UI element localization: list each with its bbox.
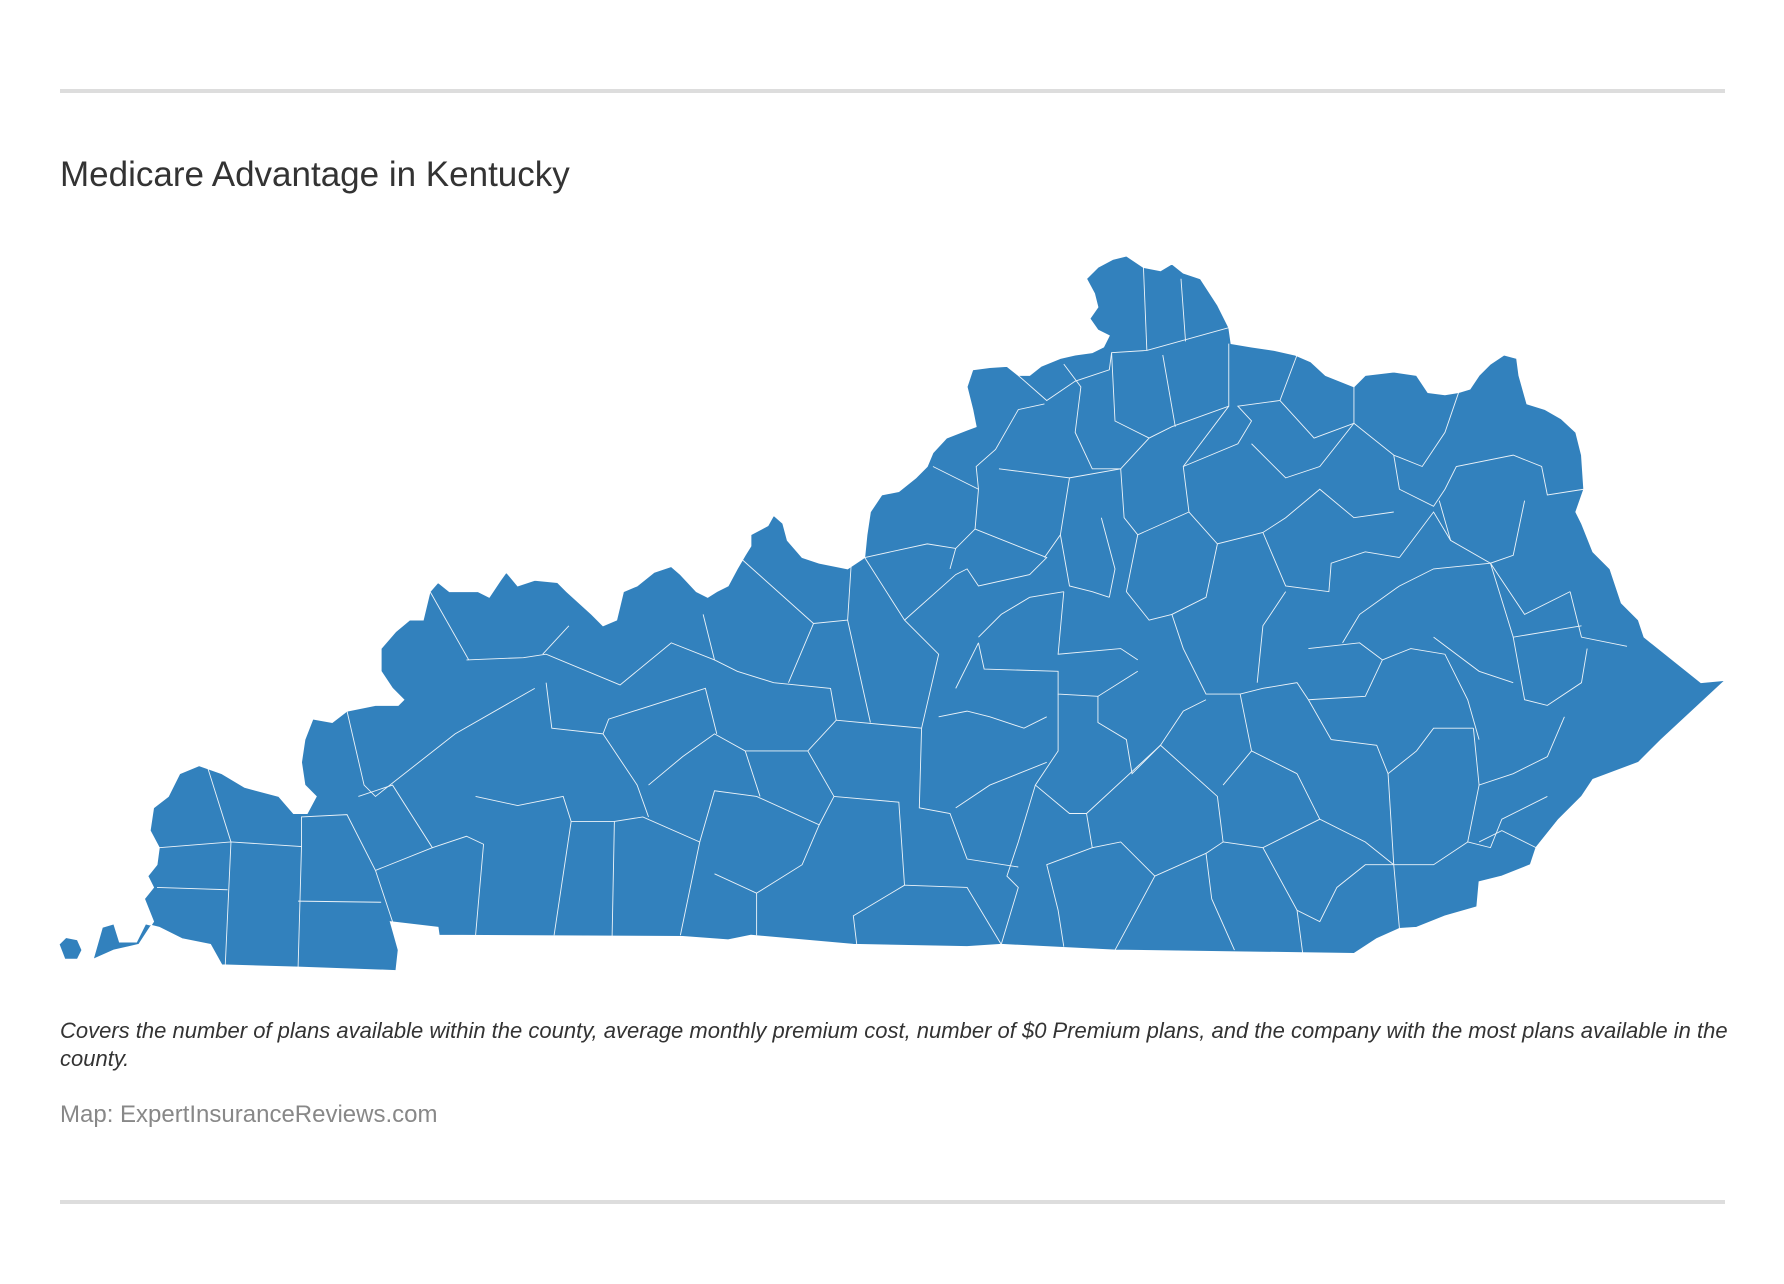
map-title: Medicare Advantage in Kentucky: [60, 155, 570, 194]
state-shape: [58, 255, 1727, 971]
map-description: Covers the number of plans available wit…: [60, 1018, 1728, 1071]
kentucky-outline[interactable]: [92, 255, 1727, 971]
island-county-piece[interactable]: [58, 937, 83, 960]
bottom-divider: [60, 1200, 1725, 1204]
top-divider: [60, 89, 1725, 93]
county-borders: [156, 267, 1628, 968]
map-source-credit: Map: ExpertInsuranceReviews.com: [60, 1101, 438, 1128]
